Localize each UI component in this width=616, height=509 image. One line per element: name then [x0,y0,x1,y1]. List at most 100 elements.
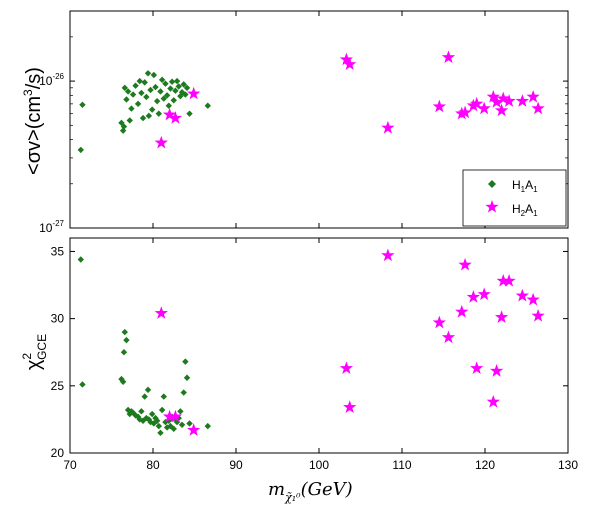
h1a1-point [147,86,154,94]
h1a1-point [120,123,128,130]
h1a1-point [121,328,128,336]
h1a1-point [186,420,193,427]
bottom-y-ticks: 20 25 30 35 [51,244,568,460]
h2a1-point [496,274,510,287]
top-ylabel-base: <σv>(cm [23,96,45,175]
h1a1-point [162,80,169,87]
bottom-ytick-label: 25 [51,379,65,393]
h1a1-point [160,95,167,102]
h1a1-point [143,93,150,101]
h1a1-point [141,393,148,400]
h2a1-point [339,361,354,375]
h2a1-point [489,364,504,377]
h1a1-point [132,82,139,89]
legend: H1A1 H2A1 [462,169,567,227]
bottom-ytick-label: 20 [51,446,65,460]
h1a1-point [136,416,143,423]
h2a1-point [486,394,500,408]
top-ytick-label: 10-26 [39,72,64,88]
h1a1-point [153,97,161,105]
h2a1-point [458,105,472,119]
bottom-xlabel: mχ̃₁⁰(GeV) [268,479,353,504]
h1a1-point [118,375,125,383]
bottom-xtick-label: 70 [63,458,77,472]
h2a1-point [168,409,183,423]
h2a1-point [494,103,509,117]
top-panel: 10-27 10-26 H1A1 H2A1 <σv>(cm3/s) [21,10,569,235]
bottom-ylabel-base: χ [23,359,45,370]
h1a1-point [160,393,167,400]
h1a1-point [183,84,191,92]
h1a1-point [150,71,158,79]
h1a1-point [175,83,182,90]
legend-marker-h2a1 [485,200,499,213]
xlabel-sub: χ̃₁⁰ [284,491,301,504]
h2a1-point [531,101,545,115]
bottom-data-points [77,248,545,437]
bottom-panel: 20 25 30 35 70 80 90 100 110 120 130 χ2GCE mχ̃₁⁰(… [20,237,578,504]
h1a1-point [120,349,128,356]
h2a1-point [343,400,357,413]
bottom-xtick-label: 90 [229,458,243,472]
bottom-x-ticks: 70 80 90 100 110 120 130 [63,238,578,472]
h1a1-point [163,92,171,99]
legend-label-h2a1: H2A1 [512,202,538,218]
h2a1-point [441,330,456,344]
bottom-ylabel-sup: 2 [20,353,34,360]
bottom-ylabel: χ2GCE [20,334,49,370]
h2a1-point [162,107,177,121]
h2a1-point [381,248,395,262]
bottom-xtick-label: 130 [558,458,578,472]
bottom-ylabel-sub: GCE [35,334,49,360]
h1a1-point [177,408,184,415]
h1a1-point [144,70,152,77]
h1a1-point [186,110,193,117]
h1a1-point [170,425,177,433]
h1a1-point [77,146,84,154]
h2a1-point [515,94,530,107]
h1a1-point [145,112,153,120]
h1a1-point [157,88,164,95]
bottom-xtick-label: 100 [309,458,329,472]
h2a1-point [162,409,177,423]
h1a1-point [157,429,164,437]
h1a1-point [152,83,159,91]
xlabel-tail: (GeV) [301,479,353,500]
top-ylabel: <σv>(cm3/s) [21,67,45,175]
bottom-plot-area [69,237,569,454]
h2a1-point [441,50,456,64]
h2a1-point [502,94,516,107]
h1a1-point [118,119,125,127]
h1a1-point [168,78,176,85]
h2a1-point [458,257,472,271]
h2a1-point [187,423,201,436]
h1a1-point [119,378,127,385]
h1a1-point [183,374,191,381]
h1a1-point [155,422,163,430]
h2a1-point [477,287,491,301]
h2a1-point [466,98,481,112]
h1a1-point [134,100,142,108]
bottom-xtick-label: 80 [146,458,160,472]
bottom-ytick-label: 35 [51,244,65,258]
h2a1-point [432,99,447,113]
h2a1-point [187,86,201,100]
h2a1-point [531,308,545,322]
h1a1-point [148,106,156,113]
h1a1-point [182,358,189,365]
h1a1-point [158,76,166,84]
h2a1-point [455,106,469,120]
h1a1-point [165,102,172,109]
h2a1-point [489,95,504,108]
top-ylabel-tail: /s) [23,67,45,89]
legend-label-h1a1: H1A1 [512,178,538,194]
h1a1-point [141,79,148,86]
h2a1-point [470,96,484,110]
h2a1-point [477,101,491,115]
h1a1-point [180,389,187,396]
h1a1-point [148,410,156,418]
top-ytick-label: 10-27 [39,219,64,235]
h2a1-point [455,304,469,318]
legend-marker-h1a1 [488,180,496,188]
